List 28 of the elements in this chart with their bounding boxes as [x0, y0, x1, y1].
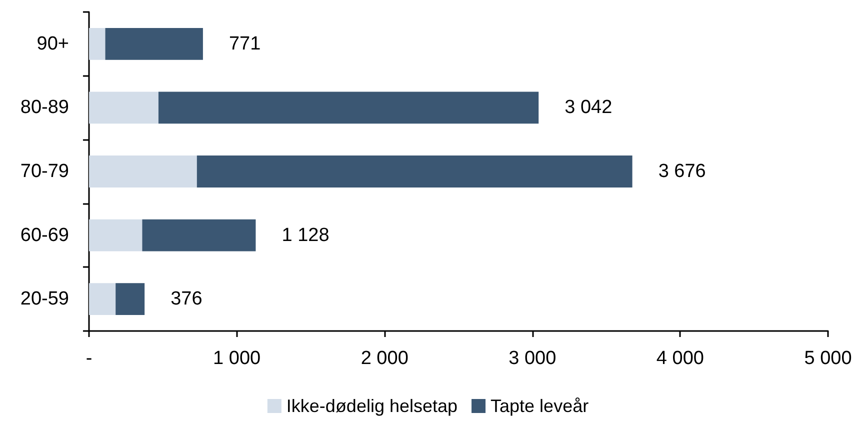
- bar: [89, 156, 197, 188]
- bar: [105, 28, 203, 60]
- bar: [89, 28, 106, 60]
- x-tick-label: 1 000: [213, 348, 261, 369]
- y-tick-label: 90+: [36, 33, 69, 54]
- bar: [89, 219, 142, 252]
- x-tick-label: -: [86, 348, 92, 369]
- legend-label: Tapte leveår: [490, 396, 589, 416]
- x-tick-label: 4 000: [656, 348, 704, 369]
- total-label: 3 676: [658, 161, 706, 182]
- y-tick-label: 70-79: [20, 161, 69, 182]
- y-tick-label: 80-89: [20, 97, 69, 118]
- bar: [89, 283, 116, 316]
- x-tick-label: 2 000: [360, 348, 408, 369]
- bar: [142, 219, 256, 252]
- total-label: 771: [228, 33, 261, 54]
- x-tick-label: 3 000: [508, 348, 556, 369]
- total-label: 3 042: [564, 97, 612, 118]
- bar: [116, 283, 145, 316]
- x-tick-label: 5 000: [804, 348, 852, 369]
- bar: [89, 92, 158, 124]
- y-tick-label: 20-59: [20, 288, 69, 310]
- bar: [158, 92, 539, 124]
- total-label: 1 128: [282, 224, 330, 246]
- total-label: 376: [170, 288, 202, 310]
- legend-label: Ikke-dødelig helsetap: [286, 396, 458, 416]
- bar: [196, 156, 632, 188]
- y-tick-label: 60-69: [20, 224, 69, 246]
